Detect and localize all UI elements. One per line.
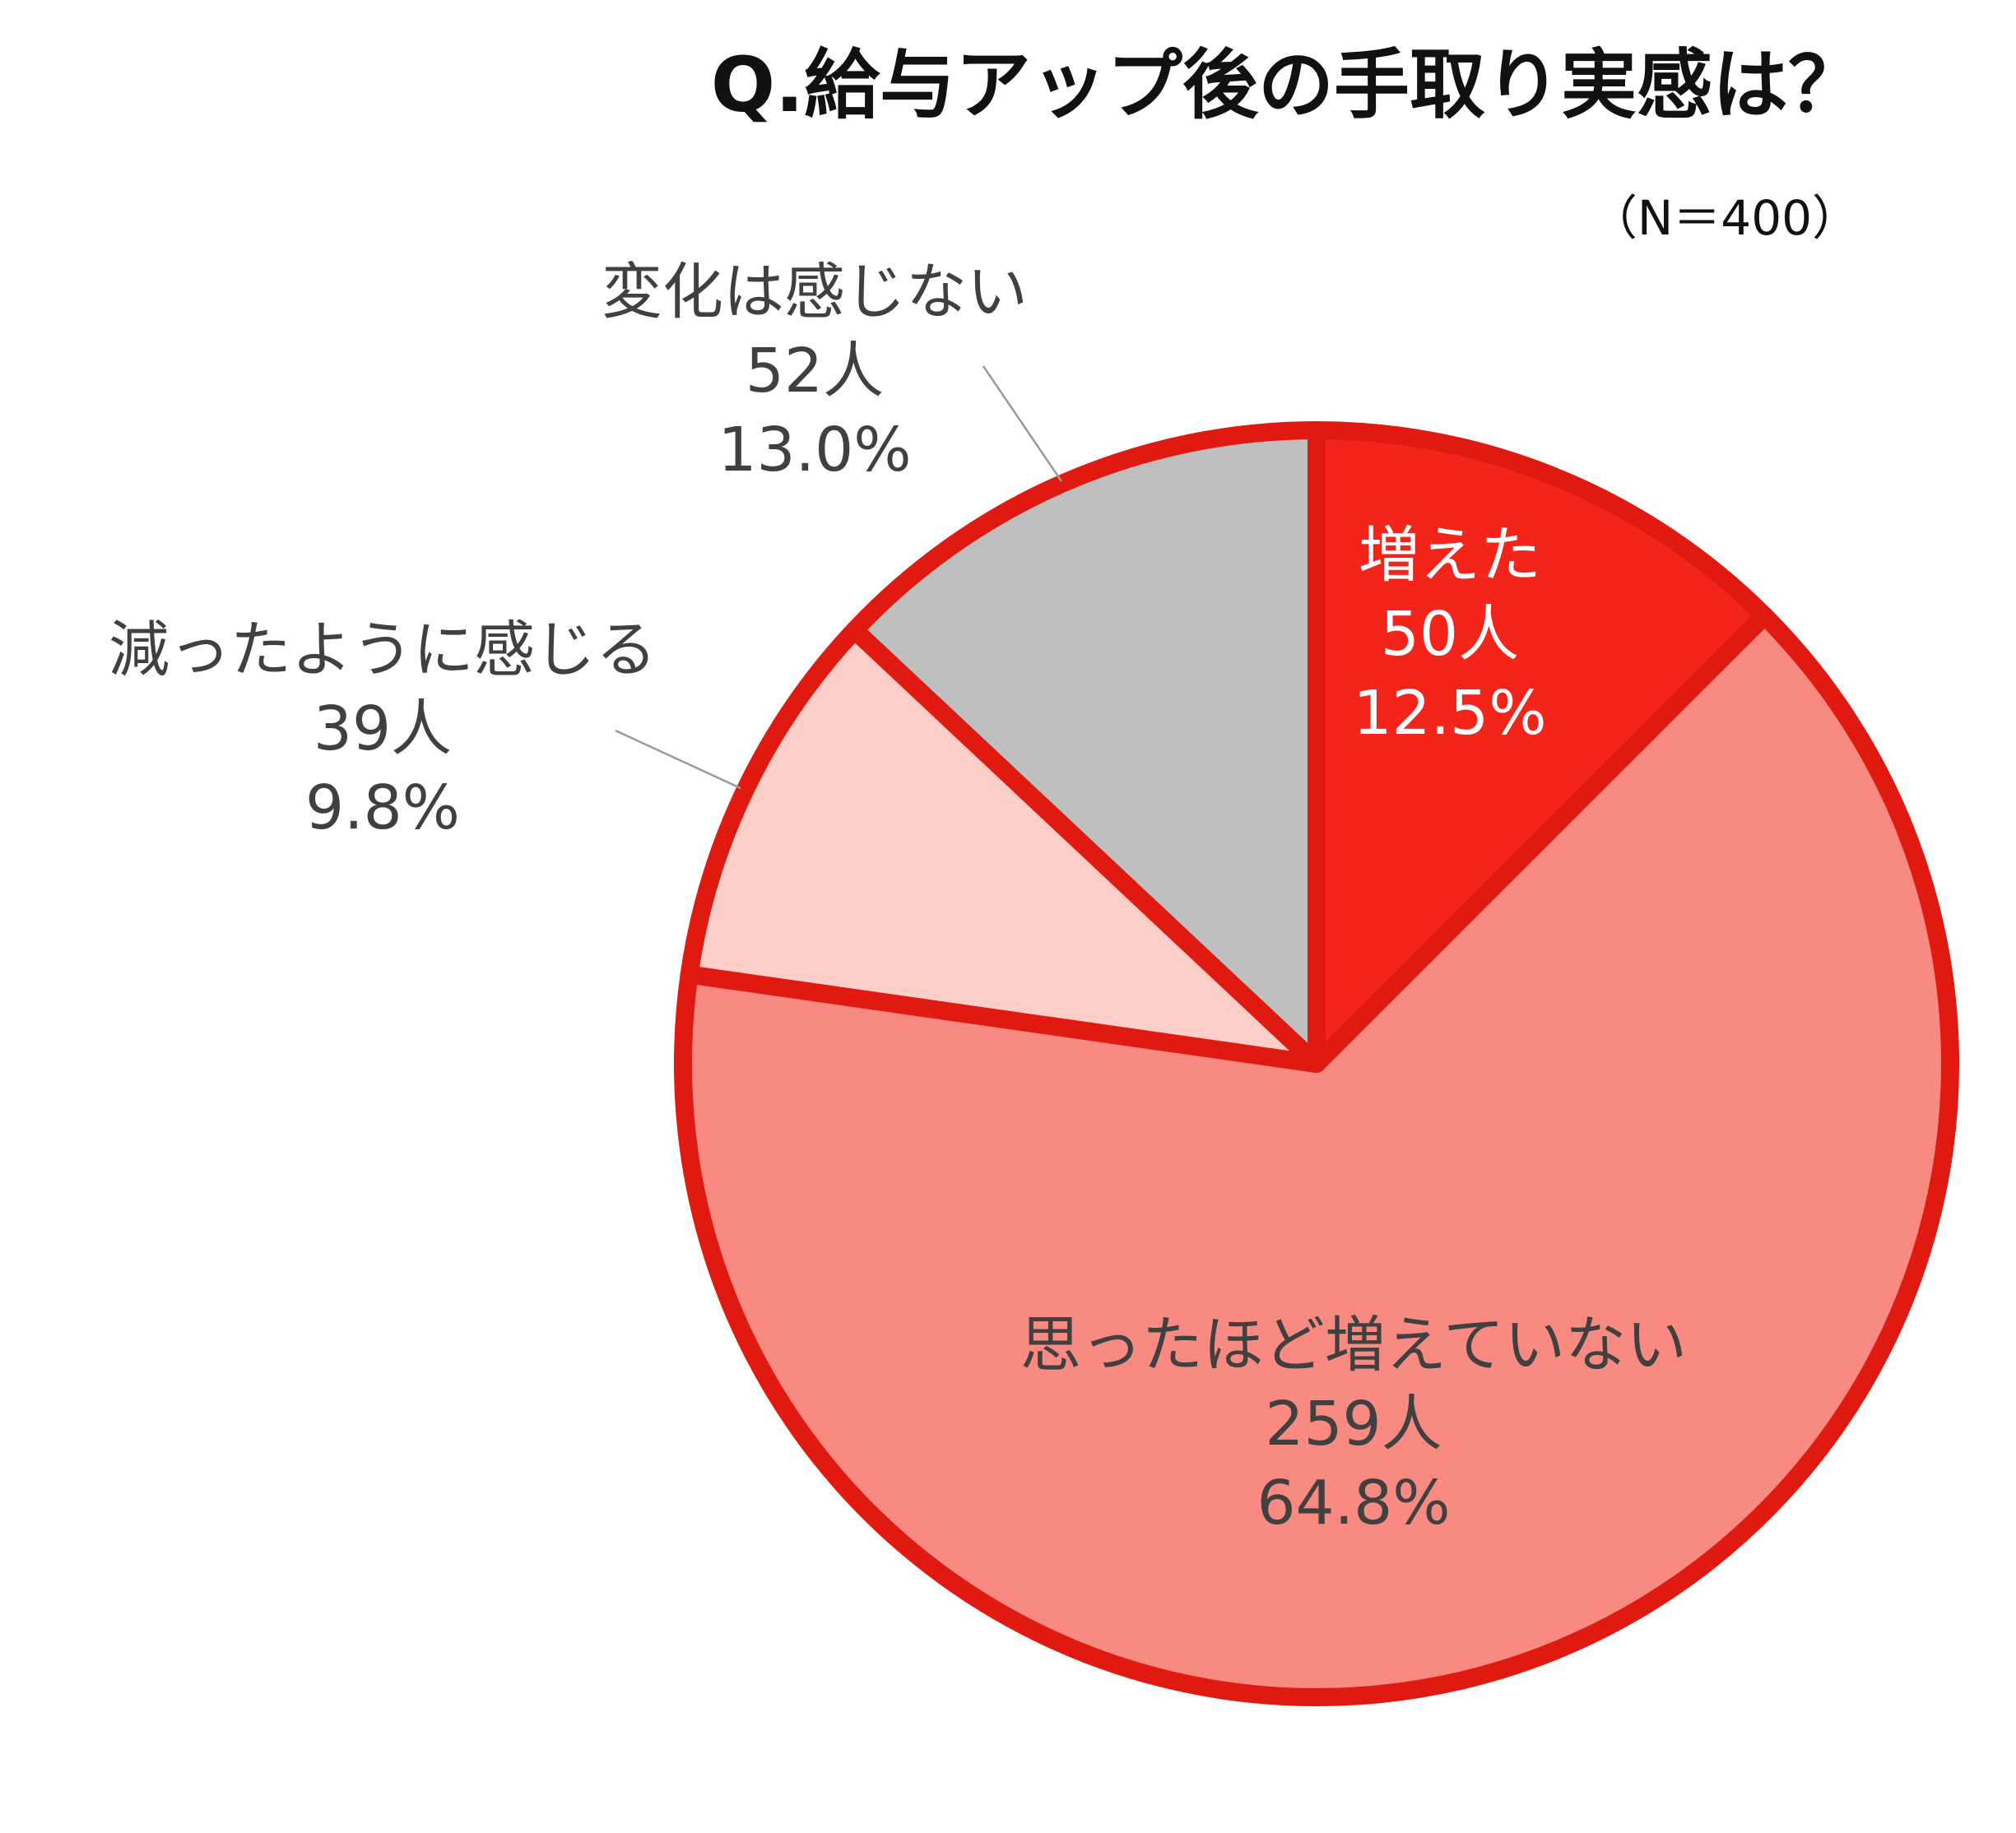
slice-label-name-2: 思ったほど増えていない: [1020, 1310, 1687, 1381]
slice-label-percent-3: 9.8%: [305, 773, 460, 843]
slice-label-count-2: 259人: [1265, 1389, 1442, 1459]
leader-line-4: [982, 365, 1063, 482]
pie-slice-3: [680, 620, 1326, 1073]
slice-label-count-4: 52人: [746, 336, 884, 406]
chart-title: Q.給与アップ後の手取り実感は？: [711, 41, 1864, 129]
slice-label-count-1: 50人: [1381, 599, 1519, 670]
slice-label-name-4: 変化は感じない: [602, 257, 1028, 327]
slice-label-percent-2: 64.8%: [1257, 1468, 1450, 1538]
slice-label-percent-4: 13.0%: [718, 415, 911, 485]
slice-labels: 増えた 50人 12.5% 思ったほど増えていない 259人 64.8% 減ったように感じる…: [109, 257, 1687, 1538]
slice-label-count-3: 39人: [314, 694, 452, 764]
leader-lines: [615, 365, 1063, 790]
pie-slice-2: [674, 606, 1959, 1706]
pie-slice-1: [1308, 421, 1774, 1073]
slice-label-name-3: 減ったように感じる: [109, 615, 657, 685]
leader-line-3: [615, 729, 741, 790]
sample-size-note: （N＝400）: [1590, 190, 1860, 246]
pie-slices: [674, 421, 1959, 1706]
slice-label-name-1: 増えた: [1359, 520, 1541, 591]
pie-slice-4: [845, 421, 1326, 1073]
slice-label-percent-1: 12.5%: [1353, 678, 1546, 749]
